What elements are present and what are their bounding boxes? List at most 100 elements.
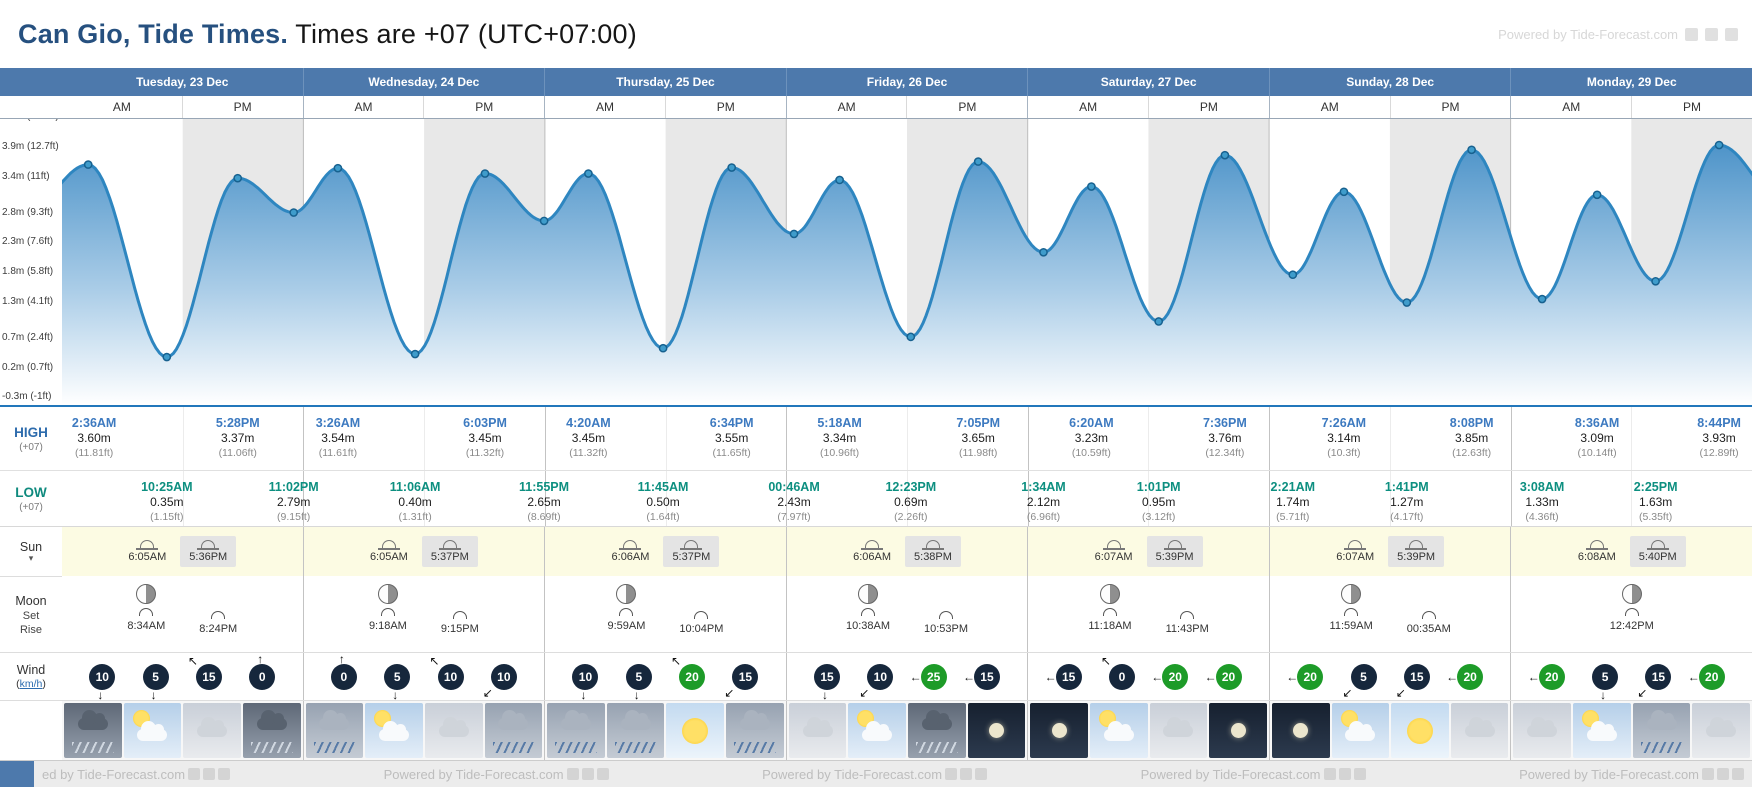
moon-phase-icon-waning-crescent <box>1621 584 1642 604</box>
powered-by-link[interactable]: Powered by Tide-Forecast.com <box>1498 26 1678 42</box>
high-tide-entry-height-ft: (11.32ft) <box>569 446 608 459</box>
column-separator <box>1631 407 1633 470</box>
sun-caret-icon[interactable]: ▾ <box>28 553 34 564</box>
wind-speed-badge: 20 <box>1538 663 1565 690</box>
footer-social-icon[interactable] <box>945 768 958 780</box>
weather-tile-rain <box>547 703 605 758</box>
weather-tile-cloud <box>1692 703 1751 758</box>
cloud-icon <box>739 709 770 730</box>
cloud-icon <box>379 720 410 741</box>
footer-social-icon[interactable] <box>218 768 231 780</box>
footer-social-icon[interactable] <box>1702 768 1714 780</box>
day-header-row: Tuesday, 23 Dec Wednesday, 24 Dec Thursday… <box>62 68 1752 96</box>
high-tide-entry-height-ft: (11.81ft) <box>74 446 114 459</box>
low-tide-entry-height-ft: (4.17ft) <box>1390 510 1424 523</box>
high-tide-entry-time: 3:26AM <box>315 416 361 430</box>
rain-streaks-icon <box>1640 742 1683 753</box>
footer-social-icon[interactable] <box>596 768 609 780</box>
wind-direction-arrow: ↙ <box>482 685 493 700</box>
wind-indicator: ← 20 <box>1286 663 1324 690</box>
low-tide-entry-time: 12:23PM <box>885 480 937 494</box>
footer-social-icon[interactable] <box>960 768 973 780</box>
sunrise-time: 6:07AM <box>1336 551 1375 563</box>
moonset-arc-icon <box>1344 608 1359 616</box>
cloud-icon <box>1586 720 1617 741</box>
column-separator <box>1510 407 1512 470</box>
footer-social-icon[interactable] <box>1732 768 1744 780</box>
pm-label: PM <box>1148 96 1269 118</box>
wind-direction-arrow: ↓ <box>392 687 399 702</box>
weather-day-cell <box>785 701 1028 760</box>
footer-credit-link[interactable]: Powered by Tide-Forecast.com <box>383 766 564 782</box>
wind-speed-badge: 10 <box>572 663 599 690</box>
moonset-entry: 10:38AM <box>846 584 890 652</box>
footer-credit-link[interactable]: ed by Tide-Forecast.com <box>42 766 186 782</box>
moonrise-time: 9:15PM <box>440 623 479 635</box>
footer-social-icon[interactable] <box>203 768 216 780</box>
high-tide-entry-height-ft: (10.3ft) <box>1327 446 1361 459</box>
moonset-time: 11:18AM <box>1088 620 1132 632</box>
pm-label: PM <box>423 96 544 118</box>
footer-social-icon[interactable] <box>1323 768 1336 780</box>
cloud-icon <box>256 709 287 730</box>
low-tide-entry: 1:01PM 0.95m (3.12ft) <box>1137 479 1181 524</box>
rain-streaks-icon <box>614 742 657 753</box>
low-tide-entry-time: 10:25AM <box>141 480 193 494</box>
page-title: Can Gio, Tide Times. Times are +07 (UTC+… <box>18 19 637 50</box>
footer-social-icon[interactable] <box>1717 768 1729 780</box>
high-timezone: (+07) <box>19 441 43 453</box>
day-header-3: Thursday, 25 Dec <box>544 68 786 96</box>
footer-social-icon[interactable] <box>581 768 594 780</box>
social-icon-2[interactable] <box>1705 27 1718 41</box>
moonrise-entry: 10:04PM <box>679 584 723 652</box>
footer-social-icon[interactable] <box>975 768 988 780</box>
weather-day-cell <box>544 701 786 760</box>
wind-speed-badge: 5 <box>1592 663 1619 690</box>
social-icon-3[interactable] <box>1725 27 1738 41</box>
column-separator <box>544 471 546 526</box>
wind-speed-badge: 20 <box>1698 663 1725 690</box>
wind-direction-arrow: ← <box>1044 669 1057 684</box>
high-tide-entry: 6:03PM 3.45m (11.32ft) <box>463 415 507 460</box>
wind-speed-badge: 10 <box>867 663 894 690</box>
moonrise-time: 11:43PM <box>1165 623 1209 635</box>
footer-credit-link[interactable]: Powered by Tide-Forecast.com <box>762 766 943 782</box>
moonset-entry: 12:42PM <box>1610 584 1654 652</box>
moon-row: 8:34AM 8:24PM 9:18AM 9:15PM 9:59AM 10:04PM 10:… <box>62 576 1752 652</box>
high-tide-entry-height-m: 3.45m <box>468 431 502 446</box>
high-tide-entry-height-ft: (12.34ft) <box>1205 446 1245 459</box>
column-separator <box>786 471 788 526</box>
high-tide-entry-height-ft: (10.59ft) <box>1071 446 1111 459</box>
sunrise-entry: 6:06AM <box>853 540 891 563</box>
footer-credit: Powered by Tide-Forecast.com <box>1141 767 1366 782</box>
column-separator <box>1389 471 1391 526</box>
wind-indicator: ← 25 <box>910 663 947 690</box>
wind-unit-link[interactable]: km/h <box>19 678 43 690</box>
wind-indicator: ↙ 15 <box>724 663 759 699</box>
weather-day-cell <box>1027 701 1269 760</box>
footer-social-icon[interactable] <box>566 768 579 780</box>
cloud-icon <box>1163 716 1194 737</box>
am-label: AM <box>1268 96 1390 118</box>
wind-speed-badge: 5 <box>142 663 169 690</box>
social-icon-1[interactable] <box>1685 27 1698 41</box>
footer-credit-link[interactable]: Powered by Tide-Forecast.com <box>1140 766 1321 782</box>
wind-speed-badge: 0 <box>249 663 276 690</box>
sunrise-time: 6:06AM <box>611 551 650 563</box>
low-tide-entry-height-ft: (1.15ft) <box>150 510 184 523</box>
sunset-entry: 5:40PM <box>1629 536 1686 567</box>
footer-social-icon[interactable] <box>188 768 201 780</box>
sunrise-entry: 6:08AM <box>1578 540 1616 563</box>
column-separator <box>424 471 426 526</box>
sunset-icon <box>680 540 703 550</box>
moon-icon <box>1230 723 1246 738</box>
high-tide-entry: 7:26AM 3.14m (10.3ft) <box>1322 415 1366 460</box>
footer-social-icon[interactable] <box>1353 768 1366 780</box>
low-tide-entry-height-m: 2.12m <box>1026 495 1061 510</box>
moonrise-entry: 10:53PM <box>924 584 968 652</box>
high-tide-entry-height-m: 3.23m <box>1074 431 1109 446</box>
footer-credit-link[interactable]: Powered by Tide-Forecast.com <box>1519 766 1699 782</box>
footer-social-icon[interactable] <box>1338 768 1351 780</box>
cloud-icon <box>1345 720 1376 741</box>
cloud-icon <box>137 720 168 741</box>
